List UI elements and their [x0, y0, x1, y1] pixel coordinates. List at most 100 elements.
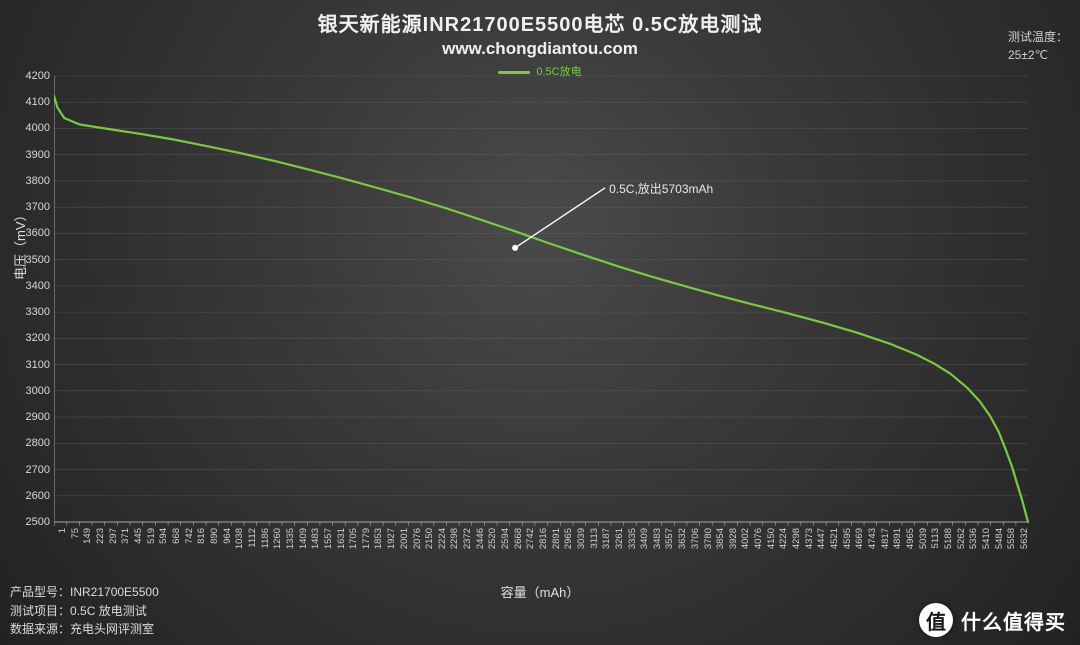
y-tick: 4200 — [10, 70, 50, 82]
x-tick: 3706 — [690, 528, 701, 549]
chart-annotation: 0.5C,放出5703mAh — [609, 180, 713, 197]
temperature-value: 25±2℃ — [1008, 46, 1068, 64]
y-tick: 3600 — [10, 227, 50, 239]
x-tick: 964 — [222, 528, 233, 544]
y-tick: 3700 — [10, 201, 50, 213]
watermark-badge-icon: 值 — [919, 603, 953, 637]
y-tick: 2900 — [10, 411, 50, 423]
y-tick: 2500 — [10, 516, 50, 528]
x-tick: 2742 — [525, 528, 536, 549]
x-tick: 594 — [158, 528, 169, 544]
watermark: 值 什么值得买 — [919, 603, 1066, 637]
x-tick: 371 — [120, 528, 131, 544]
y-tick: 3800 — [10, 175, 50, 187]
x-tick: 890 — [209, 528, 220, 544]
x-tick: 5484 — [994, 528, 1005, 549]
x-tick: 4743 — [867, 528, 878, 549]
x-tick: 5558 — [1006, 528, 1017, 549]
x-tick: 1112 — [247, 528, 258, 548]
temperature-label: 测试温度： — [1008, 28, 1068, 46]
x-tick: 4076 — [753, 528, 764, 549]
x-tick: 2816 — [538, 528, 549, 549]
x-tick: 1853 — [373, 528, 384, 549]
x-tick: 4817 — [880, 528, 891, 549]
y-tick: 3100 — [10, 359, 50, 371]
plot-area — [54, 70, 1034, 550]
y-axis-label: 电压（mV） — [10, 208, 29, 280]
x-tick: 5632 — [1019, 528, 1030, 549]
x-tick: 816 — [196, 528, 207, 544]
y-tick: 2700 — [10, 464, 50, 476]
y-tick: 3200 — [10, 332, 50, 344]
x-tick: 1186 — [260, 528, 271, 548]
x-tick: 2224 — [437, 528, 448, 549]
x-tick: 3113 — [589, 528, 600, 548]
x-tick: 1483 — [310, 528, 321, 549]
x-tick: 2298 — [449, 528, 460, 549]
x-tick: 2372 — [462, 528, 473, 549]
x-tick: 3187 — [601, 528, 612, 549]
x-tick: 2594 — [500, 528, 511, 549]
x-tick: 3039 — [576, 528, 587, 549]
x-tick: 149 — [82, 528, 93, 544]
y-tick: 2600 — [10, 490, 50, 502]
x-tick: 1260 — [272, 528, 283, 549]
x-tick: 3335 — [627, 528, 638, 549]
y-tick: 3900 — [10, 149, 50, 161]
x-tick: 5336 — [968, 528, 979, 549]
x-tick: 4447 — [816, 528, 827, 549]
watermark-text: 什么值得买 — [961, 606, 1066, 635]
chart-svg — [54, 70, 1034, 550]
x-tick: 2076 — [412, 528, 423, 549]
x-tick: 4669 — [854, 528, 865, 549]
x-tick: 5410 — [981, 528, 992, 549]
x-tick: 297 — [108, 528, 119, 544]
meta-row: 数据来源：充电头网评测室 — [10, 620, 159, 639]
x-tick: 2446 — [475, 528, 486, 549]
x-tick: 1557 — [323, 528, 334, 549]
x-tick: 668 — [171, 528, 182, 544]
x-tick: 742 — [184, 528, 195, 544]
chart-header: 银天新能源INR21700E5500电芯 0.5C放电测试 www.chongd… — [0, 0, 1080, 79]
x-tick: 223 — [95, 528, 106, 544]
x-tick: 1335 — [285, 528, 296, 549]
annotation-text: 0.5C,放出5703mAh — [609, 182, 713, 196]
temperature-box: 测试温度： 25±2℃ — [1008, 28, 1068, 64]
x-tick: 3780 — [703, 528, 714, 549]
x-tick: 1409 — [298, 528, 309, 549]
y-tick: 3300 — [10, 306, 50, 318]
x-tick: 3928 — [728, 528, 739, 549]
x-tick: 1 — [57, 528, 68, 533]
x-tick: 2150 — [424, 528, 435, 549]
meta-row: 产品型号：INR21700E5500 — [10, 583, 159, 602]
x-tick: 4373 — [804, 528, 815, 549]
x-tick: 3557 — [664, 528, 675, 549]
chart-title: 银天新能源INR21700E5500电芯 0.5C放电测试 — [0, 8, 1080, 37]
x-tick: 4965 — [905, 528, 916, 549]
x-tick: 519 — [146, 528, 157, 544]
x-tick: 2520 — [487, 528, 498, 549]
y-tick: 3000 — [10, 385, 50, 397]
x-tick: 1779 — [361, 528, 372, 549]
x-axis-label: 容量（mAh） — [0, 582, 1080, 601]
x-tick: 4002 — [740, 528, 751, 549]
x-tick: 4298 — [791, 528, 802, 549]
x-tick: 3632 — [677, 528, 688, 549]
x-tick: 3261 — [614, 528, 625, 549]
x-tick: 5113 — [930, 528, 941, 548]
x-tick: 2965 — [563, 528, 574, 549]
x-tick: 1631 — [336, 528, 347, 549]
x-tick: 75 — [70, 528, 81, 539]
chart-subtitle: www.chongdiantou.com — [0, 39, 1080, 59]
x-tick: 4595 — [842, 528, 853, 549]
x-tick: 4521 — [829, 528, 840, 549]
y-tick: 4100 — [10, 96, 50, 108]
x-tick: 5039 — [918, 528, 929, 549]
x-tick: 3409 — [639, 528, 650, 549]
x-tick: 5188 — [943, 528, 954, 549]
metadata-block: 产品型号：INR21700E5500 测试项目：0.5C 放电测试 数据来源：充… — [10, 583, 159, 639]
x-tick: 3854 — [715, 528, 726, 549]
x-tick: 445 — [133, 528, 144, 544]
x-tick: 1705 — [348, 528, 359, 549]
meta-row: 测试项目：0.5C 放电测试 — [10, 602, 159, 621]
